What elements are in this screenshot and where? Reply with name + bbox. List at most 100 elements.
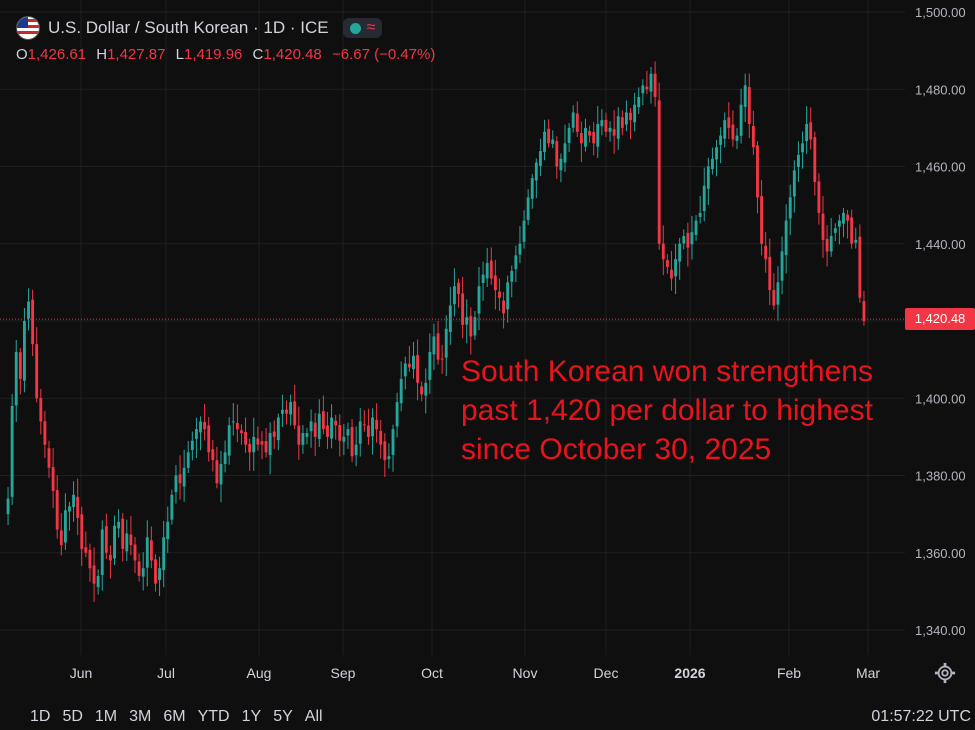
candle-body bbox=[39, 398, 43, 422]
candle-body bbox=[825, 238, 829, 252]
candle-body bbox=[31, 299, 35, 345]
candle-body bbox=[334, 420, 338, 426]
symbol-legend[interactable]: U.S. Dollar / South Korean · 1D · ICE ≈ bbox=[16, 16, 383, 40]
candle-body bbox=[563, 143, 567, 163]
candle-body bbox=[522, 220, 526, 242]
utc-clock[interactable]: 01:57:22 UTC bbox=[871, 708, 971, 725]
candle-body bbox=[371, 417, 374, 437]
candle-body bbox=[690, 232, 694, 245]
candle-body bbox=[694, 220, 698, 235]
candle-body bbox=[403, 363, 407, 377]
candle-body bbox=[190, 440, 194, 450]
candle-body bbox=[620, 117, 624, 128]
candlestick-series bbox=[6, 61, 866, 602]
range-ytd[interactable]: YTD bbox=[197, 708, 230, 725]
time-tick-label: Feb bbox=[777, 665, 801, 681]
candle-body bbox=[710, 158, 714, 170]
time-tick-label: Oct bbox=[421, 665, 443, 681]
candle-body bbox=[588, 131, 592, 136]
range-1y[interactable]: 1Y bbox=[241, 708, 262, 725]
candle-body bbox=[817, 181, 821, 213]
low-label: L bbox=[175, 46, 184, 63]
candle-body bbox=[80, 514, 84, 549]
candle-body bbox=[346, 429, 350, 436]
candle-body bbox=[248, 443, 252, 453]
candle-body bbox=[133, 544, 137, 561]
candle-body bbox=[6, 498, 10, 515]
candle-body bbox=[375, 420, 379, 430]
candle-body bbox=[674, 259, 678, 277]
candle-body bbox=[342, 436, 346, 442]
candle-body bbox=[317, 413, 321, 439]
symbol-title[interactable]: U.S. Dollar / South Korean · 1D · ICE bbox=[48, 18, 329, 37]
candle-body bbox=[747, 87, 751, 125]
candle-body bbox=[211, 449, 215, 461]
candle-body bbox=[51, 467, 55, 491]
range-1m[interactable]: 1M bbox=[94, 708, 118, 725]
candle-body bbox=[100, 529, 104, 575]
candle-body bbox=[387, 456, 391, 460]
candle-body bbox=[788, 197, 792, 219]
time-tick-label: Nov bbox=[513, 665, 538, 681]
candle-body bbox=[649, 73, 653, 92]
candle-body bbox=[624, 112, 628, 125]
candle-body bbox=[117, 521, 121, 529]
candle-body bbox=[641, 85, 645, 94]
candle-body bbox=[145, 537, 149, 568]
candle-body bbox=[63, 510, 67, 543]
candle-body bbox=[493, 275, 497, 291]
candle-body bbox=[567, 127, 571, 143]
gear-icon[interactable] bbox=[934, 662, 956, 684]
candle-body bbox=[592, 132, 596, 144]
time-axis[interactable]: Jun Jul Aug Sep Oct Nov Dec 2026 Feb Mar bbox=[70, 665, 881, 681]
candle-body bbox=[751, 125, 755, 148]
bottom-toolbar: 1D 5D 1M 3M 6M YTD 1Y 5Y All 01:57:22 UT… bbox=[0, 700, 975, 730]
candle-body bbox=[452, 286, 456, 305]
candle-body bbox=[162, 537, 166, 571]
candle-body bbox=[76, 496, 80, 518]
range-all[interactable]: All bbox=[304, 708, 323, 725]
candle-body bbox=[657, 100, 661, 244]
candle-body bbox=[739, 104, 743, 136]
candle-body bbox=[309, 421, 313, 432]
range-6m[interactable]: 6M bbox=[163, 708, 186, 725]
candle-body bbox=[465, 317, 469, 325]
range-3m[interactable]: 3M bbox=[129, 708, 152, 725]
range-1d[interactable]: 1D bbox=[30, 708, 51, 725]
candle-body bbox=[530, 178, 534, 199]
candle-body bbox=[420, 386, 424, 395]
wave-icon: ≈ bbox=[366, 19, 376, 36]
time-tick-label: Dec bbox=[594, 665, 619, 681]
candle-body bbox=[670, 269, 673, 279]
candle-body bbox=[682, 236, 686, 244]
candle-body bbox=[756, 145, 759, 198]
candle-body bbox=[862, 301, 866, 321]
price-tick-label: 1,400.00 bbox=[915, 391, 966, 406]
candle-body bbox=[678, 243, 682, 262]
candle-body bbox=[223, 452, 227, 464]
price-tick-label: 1,460.00 bbox=[915, 160, 966, 175]
candle-body bbox=[584, 127, 587, 147]
candle-body bbox=[461, 293, 465, 325]
candle-body bbox=[424, 382, 428, 396]
candle-body bbox=[444, 328, 448, 358]
candle-body bbox=[616, 116, 620, 139]
price-tick-label: 1,360.00 bbox=[915, 546, 966, 561]
candle-body bbox=[252, 436, 256, 453]
candle-body bbox=[731, 124, 735, 140]
market-status-pill[interactable]: ≈ bbox=[342, 18, 383, 38]
candle-body bbox=[326, 425, 329, 437]
candle-body bbox=[215, 460, 219, 484]
range-5d[interactable]: 5D bbox=[62, 708, 83, 725]
candle-body bbox=[796, 154, 800, 168]
candle-body bbox=[792, 170, 796, 197]
candle-body bbox=[264, 441, 268, 453]
candle-body bbox=[735, 135, 739, 141]
range-5y[interactable]: 5Y bbox=[273, 708, 293, 725]
candle-body bbox=[784, 220, 788, 256]
price-tick-label: 1,380.00 bbox=[915, 469, 966, 484]
candle-body bbox=[428, 351, 432, 380]
candle-body bbox=[489, 260, 493, 279]
candle-body bbox=[837, 220, 841, 227]
